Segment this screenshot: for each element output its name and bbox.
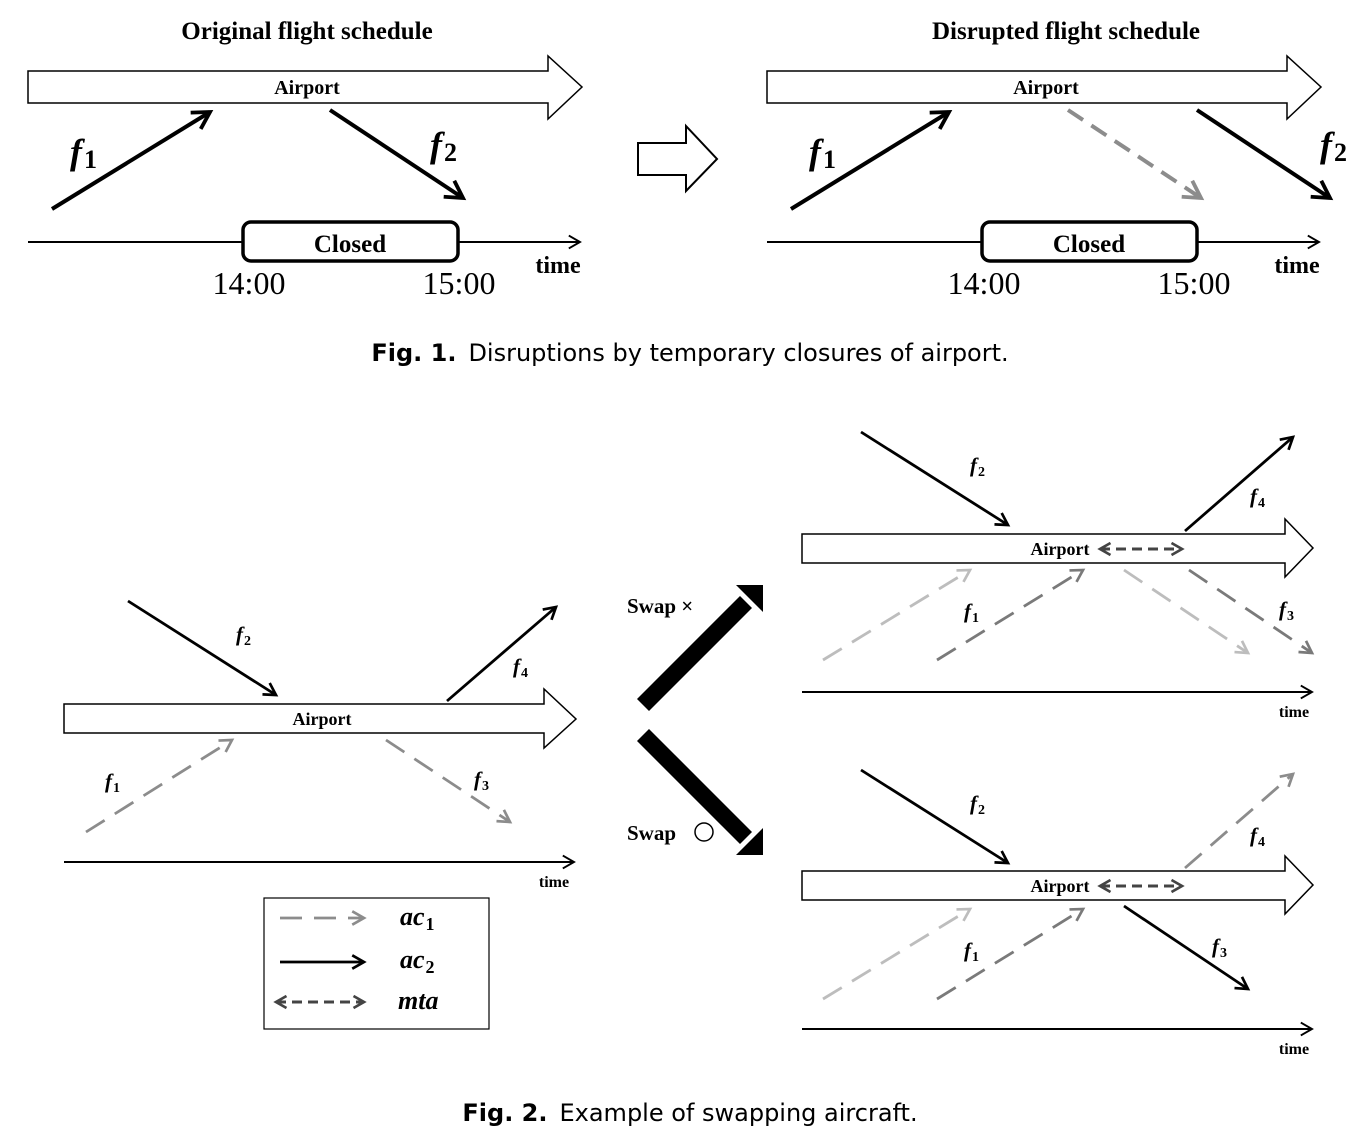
fig1-right-airport-label: Airport <box>1013 77 1079 99</box>
fig2-top-f2-arrow <box>860 430 1011 527</box>
fig1-left-closed-box <box>241 220 460 263</box>
fig2-top-f1-label: f1 <box>964 599 979 626</box>
swap-o-label: Swap <box>627 821 676 845</box>
fig2-bottom-f1-delayed-arrow <box>936 907 1086 1001</box>
fig2-top-f1-original-arrow <box>822 568 973 662</box>
fig2-top-airport-arrow <box>801 517 1315 579</box>
swap-o-arrow-head <box>736 828 763 855</box>
fig2-left-f1-arrow <box>85 738 235 834</box>
fig1-right-time-start: 14:00 <box>948 265 1021 301</box>
fig1-right-f2-original-dashed <box>1066 108 1205 201</box>
fig1-left-f2-label: f2 <box>430 125 457 167</box>
fig1-caption: Fig. 1. Disruptions by temporary closures… <box>371 339 1008 367</box>
fig2-left-f2-label: f2 <box>236 622 251 649</box>
fig2-bottom-f4-arrow <box>1184 772 1296 870</box>
swap-o-circle-icon <box>694 822 714 842</box>
fig1-left-f1-label: f1 <box>70 132 97 174</box>
swap-x-arrow-head <box>736 585 763 612</box>
fig2-bottom-f1-label: f1 <box>964 938 979 965</box>
fig2-left-f4-label: f4 <box>513 654 528 681</box>
fig2-bottom-panel: Airport f2 f4 f1 f3 time <box>801 768 1315 1058</box>
fig1-left-title: Original flight schedule <box>181 18 432 45</box>
fig1-right-closed-box <box>980 220 1199 263</box>
fig2-top-f4-label: f4 <box>1250 484 1265 511</box>
fig2-bottom-airport-arrow <box>801 854 1315 916</box>
fig2-left-airport-label: Airport <box>293 709 352 729</box>
fig2-left-time-label: time <box>539 874 569 891</box>
legend-ac2-label: ac2 <box>400 945 435 977</box>
fig2-bottom-f2-label: f2 <box>970 791 985 818</box>
fig2-top-time-label: time <box>1279 704 1309 721</box>
fig1-left-time-start: 14:00 <box>213 265 286 301</box>
fig2-legend: ac1 ac2 mta <box>263 897 490 1030</box>
fig2-bottom-airport-label: Airport <box>1031 876 1090 896</box>
fig1-left-time-end: 15:00 <box>423 265 496 301</box>
fig1-left-f2-arrow <box>328 108 467 201</box>
fig1-right-f1-label: f1 <box>809 132 836 174</box>
fig2-bottom-f3-label: f3 <box>1212 934 1227 961</box>
fig2-top-f3-label: f3 <box>1279 597 1294 624</box>
fig2-top-panel: Airport f2 f4 f1 f3 time <box>801 430 1315 721</box>
fig2-top-f3-delayed-arrow <box>1188 568 1315 655</box>
fig1-right-time-end: 15:00 <box>1158 265 1231 301</box>
fig2-caption: Fig. 2. Example of swapping aircraft. <box>462 1099 917 1127</box>
fig1-left-panel: Original flight schedule Airport f1 f2 C… <box>27 18 584 301</box>
fig2-left-panel: Airport f2 f4 f1 f3 time <box>63 599 578 891</box>
fig1-left-f1-arrow <box>50 109 214 211</box>
fig2-top-f2-label: f2 <box>970 453 985 480</box>
fig1-right-f2-label: f2 <box>1320 125 1347 167</box>
fig2-left-f1-label: f1 <box>105 769 120 796</box>
legend-ac1-label: ac1 <box>400 902 435 934</box>
fig2-bottom-f1-original-arrow <box>822 907 973 1001</box>
swap-x-label: Swap × <box>627 594 693 618</box>
fig2-bottom-f3-arrow <box>1123 904 1251 991</box>
fig1-right-time-label: time <box>1274 253 1320 279</box>
fig1-left-time-label: time <box>535 253 581 279</box>
fig2-top-f1-delayed-arrow <box>936 568 1086 662</box>
fig2-left-f4-arrow <box>446 605 559 703</box>
fig1-left-closed-label: Closed <box>314 231 386 258</box>
fig2-left-airport-arrow <box>63 687 578 750</box>
fig1-right-panel: Disrupted flight schedule Airport f1 f2 … <box>766 18 1347 301</box>
fig1-left-airport-arrow <box>27 54 584 121</box>
fig1-right-title: Disrupted flight schedule <box>932 18 1200 45</box>
fig2-top-airport-label: Airport <box>1031 539 1090 559</box>
fig2-top-f4-arrow <box>1184 435 1296 533</box>
swap-o-arrow-shaft <box>636 728 753 845</box>
fig1-right-f1-arrow <box>789 109 953 211</box>
fig2-left-f3-arrow <box>385 738 513 824</box>
fig1-right-closed-label: Closed <box>1053 231 1125 258</box>
fig1-right-airport-arrow <box>766 54 1323 121</box>
fig2-left-f2-arrow <box>127 599 279 697</box>
fig2-bottom-time-label: time <box>1279 1041 1309 1058</box>
fig2-swap-arrows: Swap × Swap <box>627 585 763 855</box>
legend-mta-label: mta <box>398 986 438 1015</box>
fig1-right-f2-delayed-arrow <box>1195 108 1334 201</box>
fig2-bottom-f2-arrow <box>860 768 1011 865</box>
fig1-transition-arrow <box>637 123 719 194</box>
fig2-bottom-f4-label: f4 <box>1250 823 1265 850</box>
fig1-left-airport-label: Airport <box>274 77 340 99</box>
fig2-left-f3-label: f3 <box>474 767 489 794</box>
fig2-top-f3-original-arrow <box>1123 568 1251 655</box>
swap-x-arrow-shaft <box>636 595 753 712</box>
